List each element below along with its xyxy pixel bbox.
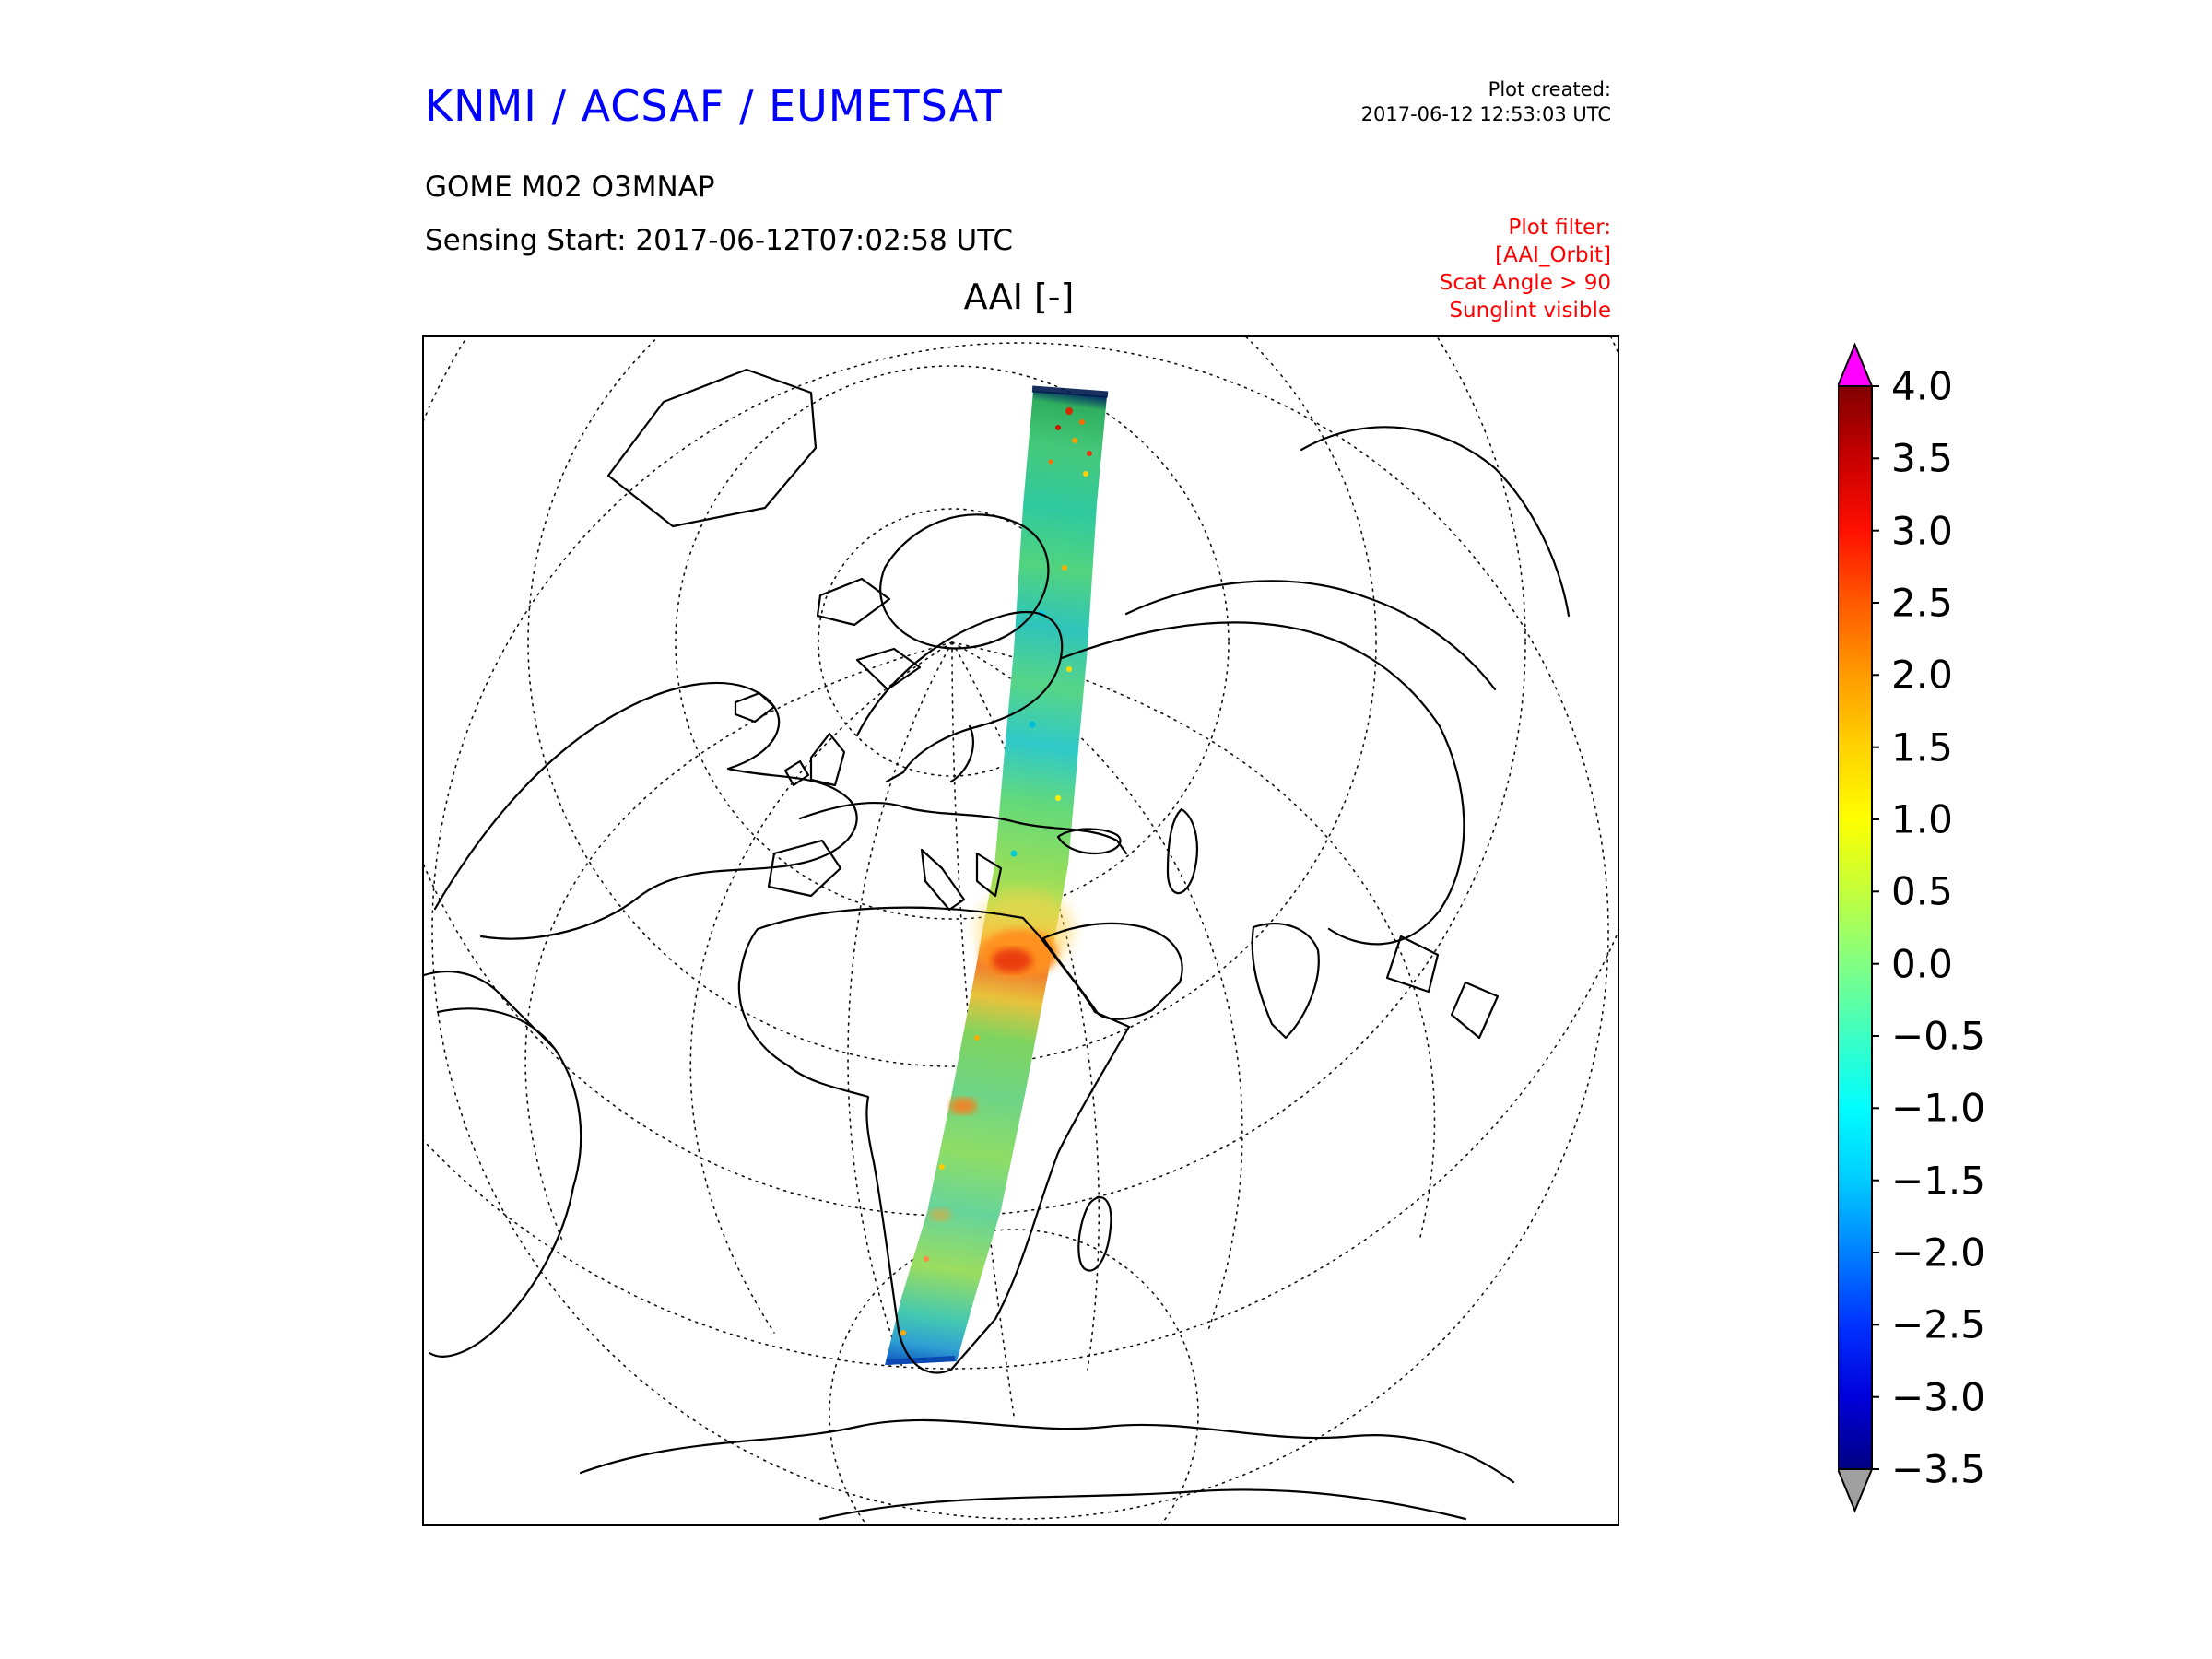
ireland — [783, 759, 810, 787]
europe-med-coast — [798, 802, 1128, 855]
plot-filter-line: [AAI_Orbit] — [1495, 242, 1611, 267]
continent-outlines — [424, 368, 1571, 1521]
asia-east-coast — [1327, 724, 1465, 946]
plot-filter-line: Scat Angle > 90 — [1439, 270, 1611, 295]
plot-filter-block: Plot filter: [AAI_Orbit] Scat Angle > 90… — [1440, 215, 1611, 325]
colorbar — [1836, 342, 1893, 1513]
plot-created-label: Plot created: — [1488, 78, 1611, 100]
south-america — [428, 1007, 582, 1358]
northeast-landmass — [1300, 426, 1571, 618]
swath-speckles — [886, 385, 1109, 1365]
colorbar-tick-label: 4.0 — [1891, 363, 1953, 409]
colorbar-tick-label: 0.0 — [1891, 941, 1953, 987]
colorbar-tick-label: −3.5 — [1891, 1446, 1985, 1492]
plot-created-block: Plot created: 2017-06-12 12:53:03 UTC — [1361, 77, 1611, 128]
sensing-start-line: Sensing Start: 2017-06-12T07:02:58 UTC — [425, 224, 1013, 257]
iceland — [734, 691, 776, 724]
plot-filter-line: Sunglint visible — [1449, 298, 1611, 323]
colorbar-tick-label: −2.0 — [1891, 1230, 1985, 1276]
arctic-islands — [855, 647, 922, 691]
colorbar-tick-label: 3.5 — [1891, 435, 1953, 481]
plot-filter-line: Plot filter: — [1508, 216, 1611, 240]
arctic-landmass — [606, 368, 818, 528]
siberia-coast — [1124, 580, 1497, 691]
colorbar-tick-label: 1.5 — [1891, 724, 1953, 771]
africa — [737, 906, 1131, 1374]
madagascar — [1077, 1196, 1112, 1272]
arctic-islands — [816, 577, 891, 627]
world-map — [424, 337, 1618, 1524]
plot-created-value: 2017-06-12 12:53:03 UTC — [1360, 103, 1611, 126]
italy — [920, 848, 966, 912]
balkans — [975, 852, 1003, 898]
asia-north-coast — [1060, 621, 1441, 728]
colorbar-under-arrow — [1836, 1468, 1874, 1513]
north-america — [433, 681, 858, 940]
colorbar-over-arrow — [1836, 342, 1874, 387]
baltic — [949, 724, 974, 783]
product-line: GOME M02 O3MNAP — [425, 171, 715, 204]
colorbar-svg — [1836, 342, 1879, 1513]
scandinavia — [855, 610, 1064, 783]
colorbar-tick-label: 2.0 — [1891, 652, 1953, 698]
colorbar-tick-label: −1.5 — [1891, 1158, 1985, 1204]
colorbar-tick-label: 0.5 — [1891, 868, 1953, 914]
colorbar-tick-label: −1.0 — [1891, 1085, 1985, 1131]
britain — [809, 732, 846, 787]
colorbar-gradient — [1837, 385, 1873, 1470]
colorbar-tick-label: 3.0 — [1891, 508, 1953, 554]
caspian-sea — [1166, 807, 1198, 895]
india — [1251, 923, 1320, 1040]
southeast-asia — [1385, 935, 1440, 994]
southeast-asia — [1450, 981, 1500, 1040]
colorbar-tick-label: −2.5 — [1891, 1301, 1985, 1347]
colorbar-tick-label: −0.5 — [1891, 1013, 1985, 1059]
antarctica — [818, 1488, 1467, 1521]
colorbar-tick-label: 2.5 — [1891, 580, 1953, 626]
colorbar-tick-marks — [1872, 385, 1879, 1470]
iberia — [767, 839, 842, 898]
antarctica — [579, 1418, 1515, 1484]
black-sea — [1056, 828, 1122, 855]
map-title: AAI [-] — [963, 276, 1075, 317]
arabia — [1041, 922, 1183, 1020]
aai-swath — [885, 385, 1109, 1365]
colorbar-tick-label: −3.0 — [1891, 1374, 1985, 1420]
colorbar-tick-label: 1.0 — [1891, 796, 1953, 842]
greenland — [879, 513, 1050, 650]
south-america-north-coast — [424, 971, 557, 1051]
map-frame — [422, 335, 1619, 1526]
page-title: KNMI / ACSAF / EUMETSAT — [425, 81, 1003, 131]
